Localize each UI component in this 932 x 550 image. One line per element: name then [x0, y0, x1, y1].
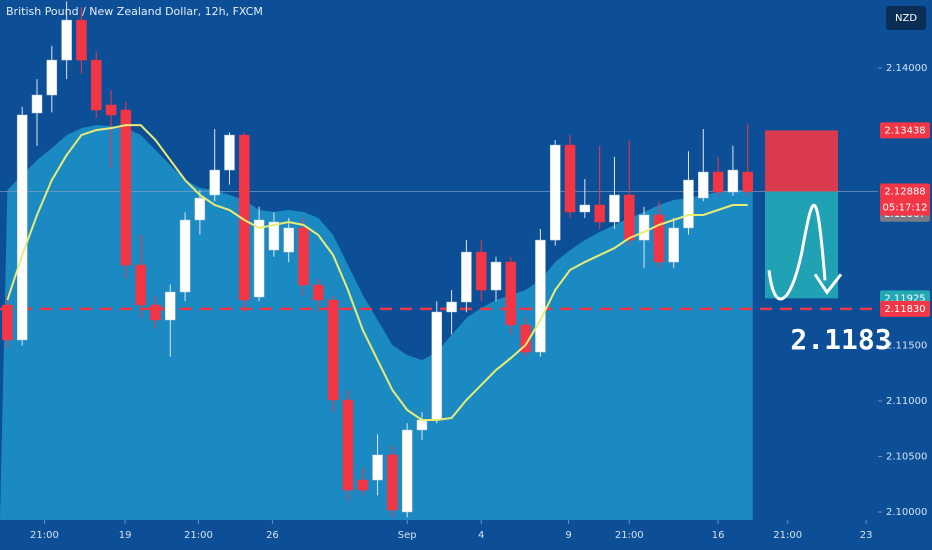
candle-body [698, 171, 709, 199]
currency-button[interactable] [886, 6, 926, 30]
candle-body [535, 239, 546, 353]
candle-body [120, 109, 132, 266]
candle-body [609, 194, 620, 223]
candle-body [579, 204, 591, 213]
y-tick-label: 2.10000 [886, 507, 927, 518]
x-tick-label: 21:00 [773, 530, 802, 541]
countdown-label: 05:17:12 [883, 202, 928, 213]
forecast-arrow [813, 273, 843, 295]
candle-body [742, 171, 753, 192]
candle-body [194, 197, 206, 221]
candle-body [283, 227, 294, 253]
x-tick-label: 16 [712, 530, 725, 541]
candle-body [179, 219, 191, 293]
y-tick-label: 2.11000 [886, 396, 927, 407]
candle-body [46, 59, 58, 96]
price-tag-label: 2.11925 [884, 293, 925, 304]
forecast-curve [767, 203, 827, 301]
target-zone [765, 191, 838, 299]
candle-body [520, 324, 531, 353]
plot-area [0, 1, 878, 521]
stop-zone [765, 130, 838, 192]
candle-body [61, 19, 72, 61]
candle-body [90, 59, 102, 111]
y-tick-label: 2.11500 [886, 341, 927, 352]
candle-body [475, 251, 487, 291]
candle-body [76, 19, 87, 61]
price-tag [880, 183, 930, 200]
x-tick-label: 19 [119, 530, 132, 541]
candle-body [624, 194, 635, 241]
candle-body [31, 94, 43, 114]
candle-body [668, 227, 679, 263]
x-tick-label: 26 [266, 530, 279, 541]
candle-body [224, 134, 235, 171]
candle-body [727, 169, 739, 193]
candle-body [638, 214, 650, 241]
candle-body [327, 299, 339, 401]
candle-body [461, 251, 472, 303]
chart-title: British Pound / New Zealand Dollar, 12h,… [6, 5, 263, 18]
x-tick-label: Sep [398, 530, 417, 541]
price-tag [880, 122, 930, 139]
candle-body [135, 264, 146, 306]
price-tag [880, 300, 930, 317]
y-tick-label: 2.10500 [886, 452, 927, 463]
price-tag-label: 2.11830 [884, 304, 925, 315]
currency-label[interactable]: NZD [895, 13, 917, 24]
candle-body [357, 479, 368, 491]
candle-body [342, 399, 354, 491]
candle-body [431, 311, 443, 421]
candle-body [209, 169, 220, 196]
candle-body [683, 179, 694, 229]
countdown-tag [880, 199, 930, 216]
candle-body [165, 291, 176, 321]
candle-body [416, 419, 428, 431]
candle-body [253, 219, 265, 298]
candle-body [401, 429, 413, 513]
candle-body [446, 301, 457, 313]
target-annotation: 2.1183 [790, 323, 891, 356]
price-tag-label: 2.13438 [884, 125, 925, 136]
candle-body [2, 304, 13, 341]
candle-body [564, 144, 576, 213]
x-tick-label: 21:00 [30, 530, 59, 541]
candle-body [594, 204, 605, 223]
x-tick-label: 23 [860, 530, 873, 541]
candle-body [505, 261, 517, 326]
candle-body [372, 454, 383, 481]
candle-body [16, 114, 28, 341]
moving-average [6, 124, 748, 421]
candle-body [150, 304, 161, 321]
candle-body [387, 454, 398, 511]
price-tag-label: 2.12888 [884, 186, 925, 197]
y-tick-label: 2.14000 [886, 63, 927, 74]
candle-body [549, 144, 561, 241]
candle-body [653, 214, 665, 263]
candle-body [313, 284, 324, 301]
candle-body [490, 261, 502, 291]
x-tick-label: 21:00 [615, 530, 644, 541]
candle-body [268, 221, 280, 251]
x-tick-label: 21:00 [184, 530, 213, 541]
x-tick-label: 9 [565, 530, 571, 541]
candle-body [298, 227, 309, 286]
candle-body [105, 104, 117, 116]
x-tick-label: 4 [478, 530, 484, 541]
candle-body [712, 171, 724, 193]
